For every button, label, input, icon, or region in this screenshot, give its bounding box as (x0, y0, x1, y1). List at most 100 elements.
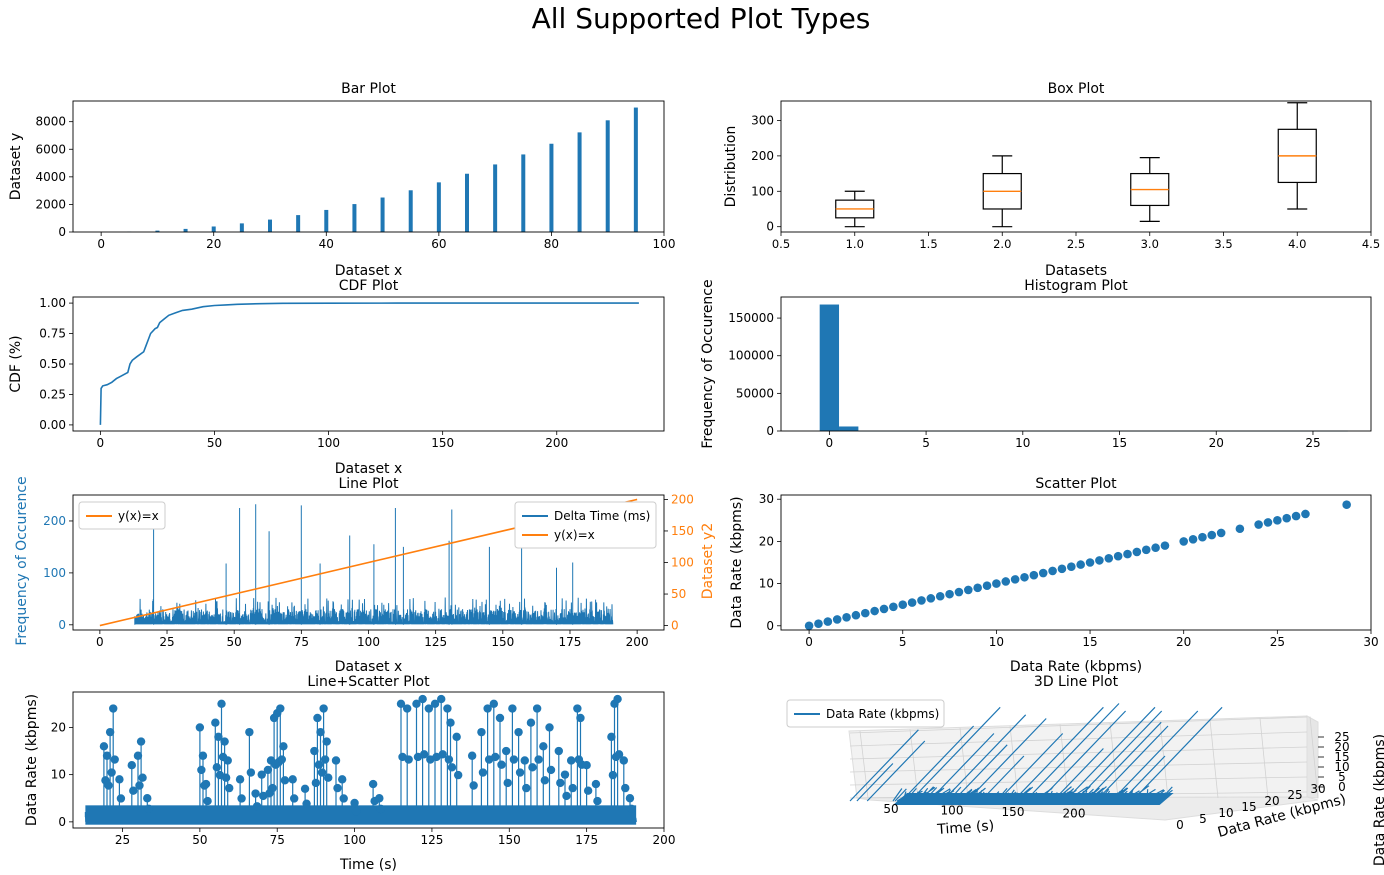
scatter-point (964, 585, 973, 595)
y-tick-label: 200 (751, 149, 774, 163)
grid-line (1159, 721, 1169, 799)
scatter-point (276, 704, 285, 713)
scatter-point (842, 613, 851, 622)
x-tick-label: 150 (498, 833, 521, 847)
y2-tick-label: 200 (671, 492, 694, 506)
scatter-point (1342, 500, 1351, 510)
scatter-point (483, 704, 492, 713)
figure-title: All Supported Plot Types (531, 2, 871, 35)
scatter-plot: 0 5 10 15 20 25 30 0 10 20 30 Scatter Plot Data Rate… (729, 476, 1379, 675)
x-tick-label: 25 (1270, 635, 1285, 649)
y-tick-label: 8000 (35, 115, 66, 129)
scatter-point (1273, 516, 1282, 525)
y-tick-label: 20 (759, 534, 774, 548)
scatter-point (419, 750, 429, 759)
grid-line (849, 731, 1308, 747)
scatter-point (418, 694, 427, 704)
plot-frame (72, 691, 665, 829)
x-axis-label: Dataset x (335, 659, 403, 675)
scatter-point (566, 756, 576, 765)
scatter-point (268, 783, 277, 793)
x-tick-label: 0.5 (772, 237, 790, 251)
scatter-point (568, 783, 577, 793)
scatter-point (814, 619, 823, 628)
x-tick-label: 25 (1305, 436, 1320, 450)
x-tick-label: 4.0 (1288, 237, 1306, 251)
scatter-point (201, 779, 211, 789)
scatter-point (302, 799, 311, 808)
scatter-point (322, 737, 331, 746)
scatter-point (467, 751, 477, 760)
y-tick-label: 10 (51, 768, 66, 782)
y-tick-label: 15 (1241, 800, 1256, 814)
x-tick-label: 50 (883, 802, 898, 816)
x-tick-label: 2.5 (1067, 237, 1085, 251)
x-tick-label: 150 (431, 436, 454, 450)
scatter-point (556, 778, 565, 788)
x-axis-label: Datasets (1045, 263, 1107, 279)
scatter-point (491, 752, 500, 762)
x-tick-label: 200 (626, 635, 649, 649)
x-axis-label: Dataset x (335, 461, 403, 477)
scatter-point (99, 742, 109, 751)
scatter-point (489, 699, 499, 709)
scatter-point (116, 794, 126, 803)
scatter-point (1076, 560, 1085, 569)
scatter-point (583, 786, 593, 795)
y-tick-label: 4000 (35, 170, 66, 184)
plot-frame (780, 494, 1372, 631)
x-tick-label: 3.5 (1214, 237, 1232, 251)
y-tick-label: 10 (1218, 806, 1233, 820)
scatter-point (212, 763, 222, 772)
y-tick-label: 0 (58, 815, 66, 829)
scatter-point (444, 755, 454, 764)
x-tick-label: 200 (1063, 807, 1086, 821)
bar (577, 132, 582, 232)
y-axis-label: CDF (%) (8, 335, 24, 392)
y2-tick-label: 100 (671, 556, 694, 570)
scatter-point (143, 794, 152, 803)
histogram-bar (819, 304, 840, 431)
grid-line (849, 761, 1308, 773)
x-axis-label: Time (s) (936, 818, 995, 838)
scatter-point (331, 756, 341, 765)
x-tick-label: 75 (294, 635, 309, 649)
scatter-point (576, 713, 585, 723)
x-tick-label: 0 (96, 635, 104, 649)
bar (183, 228, 188, 232)
scatter-point (528, 763, 537, 772)
y2-tick-label: 50 (671, 587, 686, 601)
x-tick-label: 25 (115, 833, 130, 847)
scatter-point (520, 756, 529, 765)
x-tick-label: 30 (1363, 635, 1378, 649)
scatter-point (526, 718, 536, 727)
x-tick-label: 10 (1015, 436, 1030, 450)
x-tick-label: 60 (431, 237, 446, 251)
grid-line (1209, 719, 1219, 799)
scatter-point (1104, 553, 1114, 563)
scatter-point (503, 778, 512, 788)
z-tick-label: 10 (1334, 760, 1349, 774)
scatter-point (129, 786, 138, 795)
data-rate-line (84, 699, 637, 825)
bar (268, 219, 272, 232)
z-tick-label: 5 (1338, 770, 1346, 784)
scatter-point (437, 694, 446, 704)
bar-plot: 0 20 40 60 80 100 0 2000 4000 6000 8000 Bar Plot Dat… (8, 81, 675, 279)
y-tick-label: 0 (58, 225, 66, 239)
legend-box (514, 501, 657, 549)
dual-axis-line-plot: 0 25 50 75 100 125 150 175 200 0 100 200 0 50 100 150 20… (14, 476, 716, 675)
scatter-point (1048, 566, 1057, 576)
scatter-point (104, 781, 113, 790)
scatter-point (235, 775, 245, 784)
cdf-line (99, 302, 639, 425)
y-axis-label: Data Rate (kbpms) (729, 496, 745, 628)
scatter-point (1132, 547, 1142, 557)
scatter-point (1038, 568, 1048, 578)
scatter-point (136, 737, 146, 746)
bar (211, 226, 216, 232)
x-tick-label: 50 (192, 833, 207, 847)
x-tick-label: 100 (653, 237, 676, 251)
scatter-point (1301, 509, 1310, 519)
